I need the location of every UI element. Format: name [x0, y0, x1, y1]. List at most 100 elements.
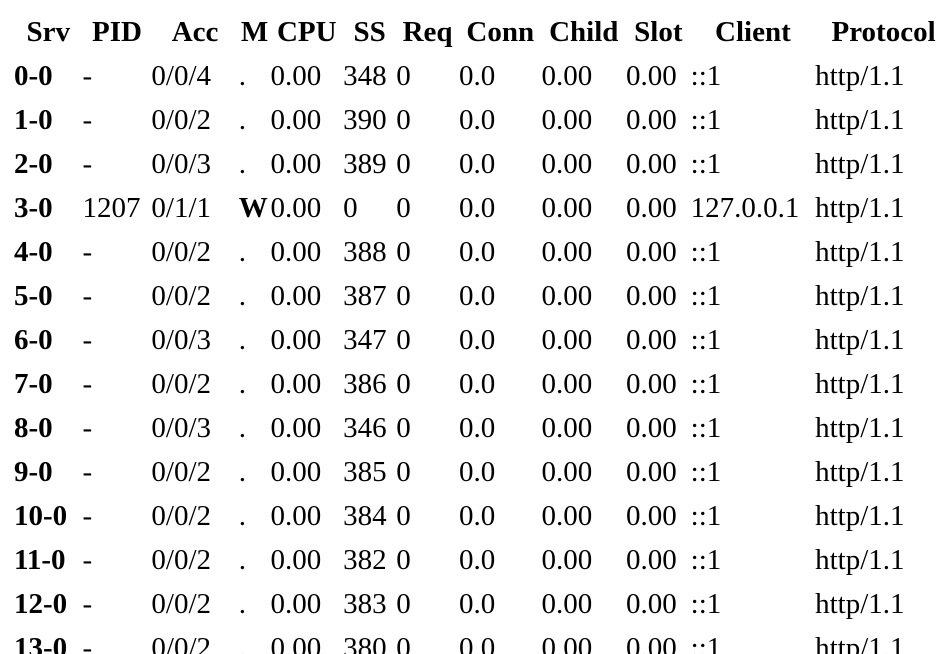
cell-protocol: http/1.1 — [815, 60, 905, 92]
cell-req: 0 — [396, 456, 411, 488]
cell-pid: - — [82, 280, 93, 312]
table-row: 6-0- 0/0/3. 0.00 347 0 0.0 0.00 0.00::1 http/1.1 — [14, 318, 952, 362]
cell-pid: - — [82, 60, 93, 92]
cell-ss: 386 — [343, 368, 387, 400]
cell-client: ::1 — [690, 544, 722, 576]
table-row: 5-0- 0/0/2. 0.00 387 0 0.0 0.00 0.00::1 http/1.1 — [14, 274, 952, 318]
server-status-table: Srv PID Acc M CPU SS Req Conn Child Slot… — [14, 10, 952, 654]
cell-slot: 0.00 — [626, 500, 677, 532]
cell-conn: 0.0 — [458, 500, 496, 532]
cell-m: . — [238, 368, 246, 400]
cell-client: 127.0.0.1 — [690, 192, 800, 224]
cell-child: 0.00 — [541, 324, 593, 356]
cell-cpu: 0.00 — [270, 588, 322, 620]
cell-protocol: http/1.1 — [815, 500, 905, 532]
cell-protocol: http/1.1 — [815, 280, 905, 312]
cell-req: 0 — [396, 544, 411, 576]
cell-conn: 0.0 — [458, 412, 496, 444]
cell-cpu: 0.00 — [270, 148, 322, 180]
cell-m: . — [238, 280, 246, 312]
cell-m: . — [238, 324, 246, 356]
cell-cpu: 0.00 — [270, 324, 322, 356]
cell-srv: 9-0 — [14, 456, 53, 488]
cell-req: 0 — [396, 148, 411, 180]
cell-req: 0 — [396, 236, 411, 268]
cell-protocol: http/1.1 — [815, 236, 905, 268]
cell-req: 0 — [396, 412, 411, 444]
cell-client: ::1 — [690, 148, 722, 180]
cell-client: ::1 — [690, 280, 722, 312]
header-m: M — [240, 16, 269, 48]
header-cpu: CPU — [276, 16, 337, 48]
cell-slot: 0.00 — [626, 368, 677, 400]
table-row: 2-0- 0/0/3. 0.00 389 0 0.0 0.00 0.00::1 http/1.1 — [14, 142, 952, 186]
cell-protocol: http/1.1 — [815, 324, 905, 356]
cell-child: 0.00 — [541, 412, 593, 444]
cell-srv: 1-0 — [14, 104, 53, 136]
cell-pid: - — [82, 236, 93, 268]
cell-conn: 0.0 — [458, 632, 496, 654]
cell-conn: 0.0 — [458, 104, 496, 136]
header-child: Child — [549, 16, 619, 48]
cell-pid: - — [82, 632, 93, 654]
cell-m: . — [238, 412, 246, 444]
cell-cpu: 0.00 — [270, 236, 322, 268]
cell-acc: 0/0/2 — [151, 280, 212, 312]
cell-client: ::1 — [690, 60, 722, 92]
cell-m: . — [238, 544, 246, 576]
cell-ss: 346 — [343, 412, 387, 444]
cell-ss: 387 — [343, 280, 387, 312]
cell-slot: 0.00 — [626, 148, 677, 180]
cell-conn: 0.0 — [458, 148, 496, 180]
cell-slot: 0.00 — [626, 104, 677, 136]
cell-pid: - — [82, 456, 93, 488]
cell-m: W — [238, 192, 268, 224]
cell-client: ::1 — [690, 632, 722, 654]
cell-slot: 0.00 — [626, 456, 677, 488]
cell-slot: 0.00 — [626, 280, 677, 312]
cell-ss: 348 — [343, 60, 387, 92]
cell-conn: 0.0 — [458, 368, 496, 400]
cell-pid: - — [82, 324, 93, 356]
table-header: Srv PID Acc M CPU SS Req Conn Child Slot… — [14, 10, 952, 54]
cell-conn: 0.0 — [458, 544, 496, 576]
cell-srv: 8-0 — [14, 412, 53, 444]
cell-acc: 0/0/2 — [151, 456, 212, 488]
cell-conn: 0.0 — [458, 280, 496, 312]
cell-ss: 389 — [343, 148, 387, 180]
cell-pid: - — [82, 104, 93, 136]
cell-ss: 380 — [343, 632, 387, 654]
cell-protocol: http/1.1 — [815, 192, 905, 224]
cell-acc: 0/0/3 — [151, 324, 212, 356]
cell-child: 0.00 — [541, 588, 593, 620]
cell-cpu: 0.00 — [270, 192, 322, 224]
table-row: 4-0- 0/0/2. 0.00 388 0 0.0 0.00 0.00::1 http/1.1 — [14, 230, 952, 274]
table-row: 9-0- 0/0/2. 0.00 385 0 0.0 0.00 0.00::1 http/1.1 — [14, 450, 952, 494]
table-row: 3-0 1207 0/1/1 W 0.00 0 0 0.0 0.00 0.00 127.0.0.1 h… — [14, 186, 952, 230]
cell-slot: 0.00 — [626, 324, 677, 356]
cell-ss: 390 — [343, 104, 387, 136]
cell-req: 0 — [396, 280, 411, 312]
table-body: 0-0-0/0/4. 0.00 348 0 0.0 0.00 0.00::1 http/1.1… — [14, 54, 952, 654]
table-row: 11-0- 0/0/2. 0.00 382 0 0.0 0.00 0.00::1 http/1.… — [14, 538, 952, 582]
table-row: 12-0- 0/0/2. 0.00 383 0 0.0 0.00 0.00::1 http/1.… — [14, 582, 952, 626]
cell-conn: 0.0 — [458, 456, 496, 488]
cell-req: 0 — [396, 368, 411, 400]
cell-ss: 347 — [343, 324, 387, 356]
cell-pid: - — [82, 148, 93, 180]
cell-m: . — [238, 236, 246, 268]
cell-acc: 0/0/2 — [151, 500, 212, 532]
cell-conn: 0.0 — [458, 236, 496, 268]
cell-pid: - — [82, 544, 93, 576]
cell-srv: 0-0 — [14, 60, 53, 92]
cell-acc: 0/0/3 — [151, 412, 212, 444]
cell-pid: 1207 — [82, 192, 141, 224]
cell-m: . — [238, 148, 246, 180]
cell-child: 0.00 — [541, 368, 593, 400]
cell-srv: 13-0 — [14, 632, 68, 654]
cell-conn: 0.0 — [458, 588, 496, 620]
cell-protocol: http/1.1 — [815, 632, 905, 654]
table-row: 0-0- 0/0/4. 0.00 348 0 0.0 0.00 0.00::1 http/1.1 — [14, 54, 952, 98]
cell-child: 0.00 — [541, 192, 593, 224]
